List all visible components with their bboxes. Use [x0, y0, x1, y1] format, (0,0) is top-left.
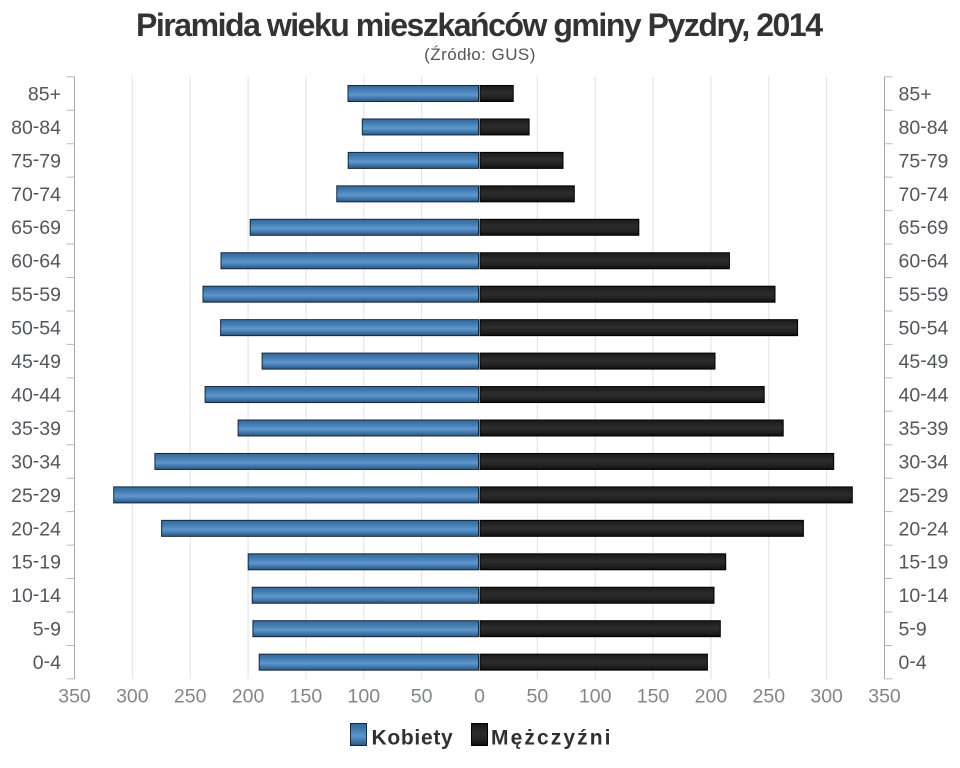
svg-text:0-4: 0-4: [33, 650, 61, 674]
svg-text:55-59: 55-59: [11, 283, 61, 307]
svg-text:80-84: 80-84: [11, 115, 61, 139]
svg-text:75-79: 75-79: [11, 149, 61, 173]
svg-text:150: 150: [290, 686, 323, 708]
svg-text:0: 0: [474, 686, 485, 708]
svg-text:65-69: 65-69: [11, 216, 61, 240]
svg-text:15-19: 15-19: [899, 550, 949, 574]
svg-text:(Źródło: GUS): (Źródło: GUS): [424, 45, 536, 64]
svg-text:50: 50: [527, 686, 549, 708]
svg-text:Mężczyźni: Mężczyźni: [491, 727, 613, 750]
svg-text:300: 300: [116, 686, 149, 708]
svg-text:75-79: 75-79: [899, 149, 949, 173]
svg-text:35-39: 35-39: [11, 416, 61, 440]
svg-text:20-24: 20-24: [899, 517, 949, 541]
svg-text:25-29: 25-29: [899, 483, 949, 507]
svg-text:200: 200: [695, 686, 728, 708]
svg-text:60-64: 60-64: [11, 249, 61, 273]
svg-text:0-4: 0-4: [899, 650, 927, 674]
svg-text:85+: 85+: [899, 83, 932, 105]
svg-text:200: 200: [232, 686, 265, 708]
svg-text:25-29: 25-29: [11, 483, 61, 507]
svg-text:85+: 85+: [28, 83, 61, 105]
svg-text:150: 150: [637, 686, 670, 708]
svg-text:30-34: 30-34: [11, 450, 61, 474]
svg-text:15-19: 15-19: [11, 550, 61, 574]
svg-text:350: 350: [868, 686, 901, 708]
svg-text:Piramida wieku mieszkańców gmi: Piramida wieku mieszkańców gminy Pyzdry,…: [136, 7, 823, 43]
svg-text:65-69: 65-69: [899, 216, 949, 240]
svg-text:45-49: 45-49: [899, 349, 949, 373]
svg-text:20-24: 20-24: [11, 517, 61, 541]
svg-text:300: 300: [810, 686, 843, 708]
svg-text:5-9: 5-9: [899, 617, 927, 641]
svg-text:35-39: 35-39: [899, 416, 949, 440]
svg-text:70-74: 70-74: [899, 182, 949, 206]
svg-text:60-64: 60-64: [899, 249, 949, 273]
svg-text:5-9: 5-9: [33, 617, 61, 641]
svg-text:70-74: 70-74: [11, 182, 61, 206]
svg-text:30-34: 30-34: [899, 450, 949, 474]
svg-text:Kobiety: Kobiety: [372, 727, 454, 750]
svg-text:50-54: 50-54: [11, 316, 61, 340]
svg-text:100: 100: [579, 686, 612, 708]
svg-text:50-54: 50-54: [899, 316, 949, 340]
svg-text:250: 250: [174, 686, 207, 708]
svg-text:10-14: 10-14: [899, 584, 949, 608]
svg-text:10-14: 10-14: [11, 584, 61, 608]
svg-text:350: 350: [58, 686, 91, 708]
svg-text:55-59: 55-59: [899, 283, 949, 307]
svg-text:80-84: 80-84: [899, 115, 949, 139]
svg-text:40-44: 40-44: [899, 383, 949, 407]
svg-text:50: 50: [411, 686, 433, 708]
svg-text:250: 250: [753, 686, 786, 708]
svg-text:45-49: 45-49: [11, 349, 61, 373]
svg-text:40-44: 40-44: [11, 383, 61, 407]
svg-text:100: 100: [348, 686, 381, 708]
